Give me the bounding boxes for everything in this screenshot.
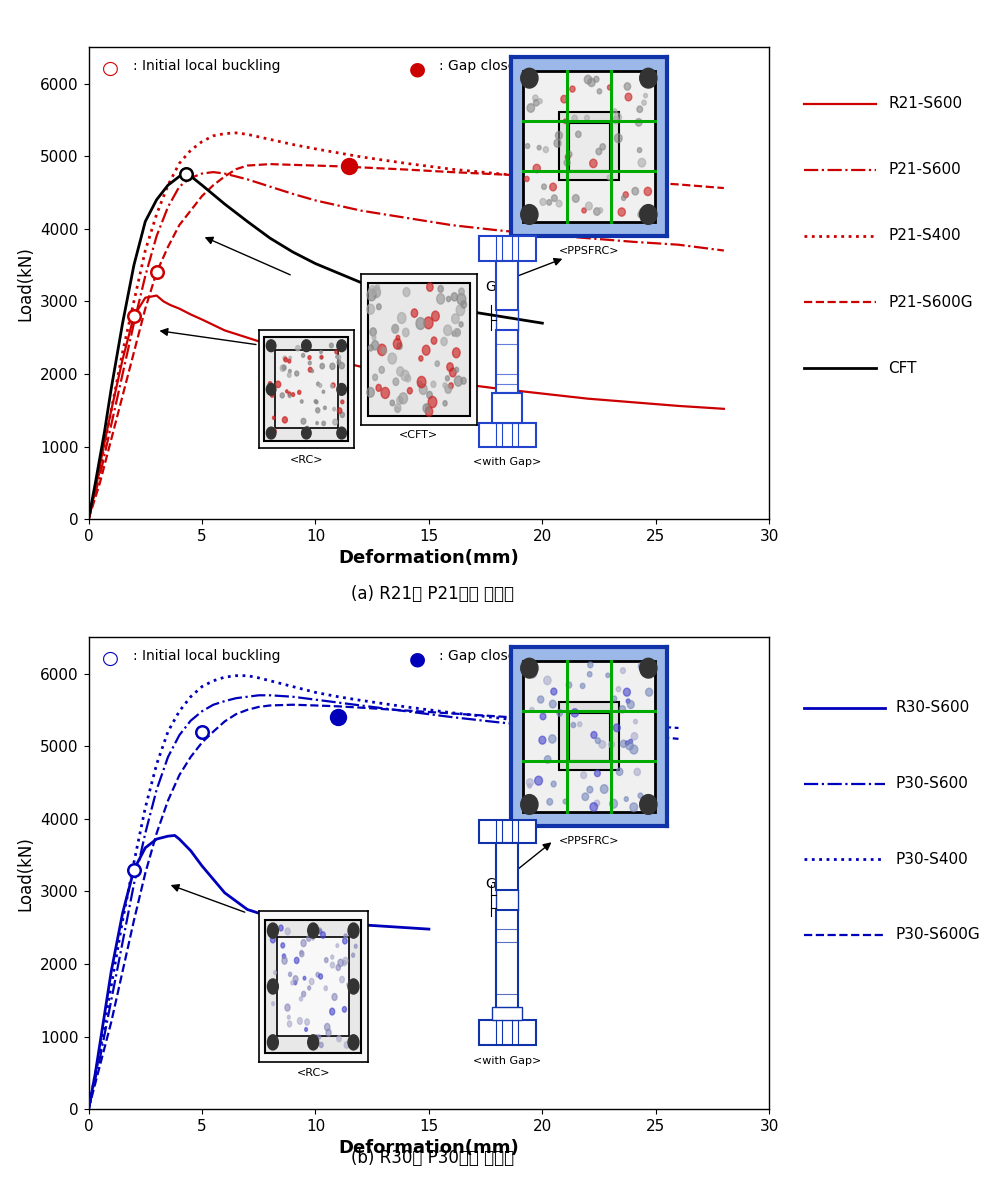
Text: : Gap closed: : Gap closed	[439, 649, 525, 663]
Text: (a) R21과 P21계열 실험체: (a) R21과 P21계열 실험체	[351, 585, 515, 603]
Text: : Initial local buckling: : Initial local buckling	[133, 649, 280, 663]
Text: (b) R30과 P30계열 실험체: (b) R30과 P30계열 실험체	[351, 1149, 515, 1167]
Text: P21-S600: P21-S600	[889, 163, 961, 177]
X-axis label: Deformation(mm): Deformation(mm)	[338, 550, 520, 568]
Text: Gap: Gap	[486, 877, 514, 891]
Text: ○: ○	[102, 649, 119, 668]
X-axis label: Deformation(mm): Deformation(mm)	[338, 1140, 520, 1158]
Text: R21-S600: R21-S600	[889, 97, 962, 111]
Text: CFT: CFT	[889, 361, 917, 375]
Text: ○: ○	[102, 59, 119, 78]
Text: : Gap closed: : Gap closed	[439, 59, 525, 73]
Text: P30-S400: P30-S400	[895, 852, 968, 866]
Text: ●: ●	[408, 649, 425, 668]
Y-axis label: Load(kN): Load(kN)	[17, 245, 34, 321]
Text: : Initial local buckling: : Initial local buckling	[133, 59, 280, 73]
Y-axis label: Load(kN): Load(kN)	[17, 835, 34, 911]
Text: ●: ●	[408, 59, 425, 78]
Text: P21-S600G: P21-S600G	[889, 295, 973, 309]
Text: P21-S400: P21-S400	[889, 229, 960, 243]
Text: R30-S600: R30-S600	[895, 701, 969, 715]
Text: P30-S600: P30-S600	[895, 776, 968, 791]
Text: Gap: Gap	[486, 280, 514, 294]
Text: P30-S600G: P30-S600G	[895, 927, 980, 942]
